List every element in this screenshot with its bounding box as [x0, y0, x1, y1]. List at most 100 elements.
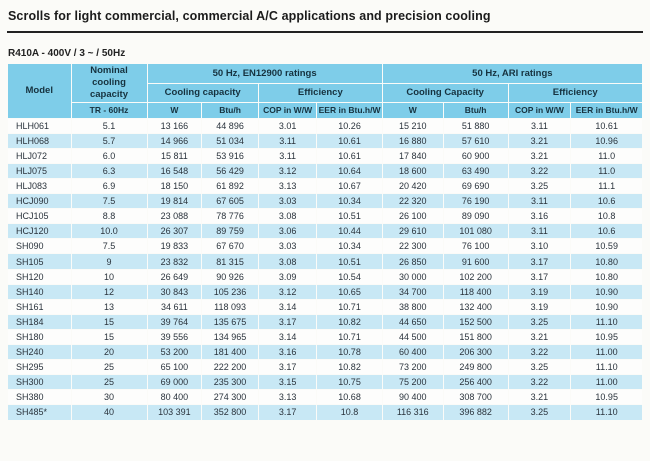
value-cell: 3.17: [508, 269, 571, 284]
value-cell: 10.51: [317, 209, 382, 224]
header-unit-ari-w: W: [382, 102, 443, 118]
value-cell: 3.03: [258, 194, 317, 209]
value-cell: 90 400: [382, 390, 443, 405]
table-row: HLH061 5.1 13 166 44 896 3.01 10.26 15 210 51 8…: [8, 118, 642, 133]
value-cell: 89 759: [202, 224, 258, 239]
header-group-en12900: 50 Hz, EN12900 ratings: [147, 64, 382, 83]
value-cell: 15 811: [147, 148, 202, 163]
value-cell: 69 000: [147, 375, 202, 390]
value-cell: 22 320: [382, 194, 443, 209]
value-cell: 34 611: [147, 299, 202, 314]
value-cell: 116 316: [382, 405, 443, 420]
table-body: HLH061 5.1 13 166 44 896 3.01 10.26 15 210 51 8…: [8, 118, 642, 420]
value-cell: 10.80: [571, 269, 642, 284]
header-row-units: TR - 60Hz W Btu/h COP in W/W EER in Btu.…: [8, 102, 642, 118]
value-cell: 181 400: [202, 345, 258, 360]
value-cell: 5.1: [71, 118, 147, 133]
value-cell: 10: [71, 269, 147, 284]
value-cell: 135 675: [202, 314, 258, 329]
table-row: SH090 7.5 19 833 67 670 3.03 10.34 22 300 76 10…: [8, 239, 642, 254]
value-cell: 34 700: [382, 284, 443, 299]
value-cell: 6.9: [71, 179, 147, 194]
value-cell: 15 210: [382, 118, 443, 133]
value-cell: 6.3: [71, 163, 147, 178]
value-cell: 10.64: [317, 163, 382, 178]
value-cell: 10.96: [571, 133, 642, 148]
header-unit-ari-eer: EER in Btu.h/W: [571, 102, 642, 118]
value-cell: 10.44: [317, 224, 382, 239]
value-cell: 19 814: [147, 194, 202, 209]
document-title: Scrolls for light commercial, commercial…: [7, 7, 643, 33]
value-cell: 3.11: [258, 148, 317, 163]
value-cell: 3.13: [258, 179, 317, 194]
value-cell: 10.82: [317, 314, 382, 329]
value-cell: 67 670: [202, 239, 258, 254]
value-cell: 3.09: [258, 269, 317, 284]
header-en-cooling-capacity: Cooling capacity: [147, 83, 258, 102]
value-cell: 61 892: [202, 179, 258, 194]
table-row: SH120 10 26 649 90 926 3.09 10.54 30 000 102 20…: [8, 269, 642, 284]
value-cell: 10.68: [317, 390, 382, 405]
header-unit-tr-60hz: TR - 60Hz: [71, 102, 147, 118]
value-cell: 3.21: [508, 133, 571, 148]
value-cell: 12: [71, 284, 147, 299]
value-cell: 19 833: [147, 239, 202, 254]
model-cell: SH240: [8, 345, 71, 360]
value-cell: 3.12: [258, 163, 317, 178]
value-cell: 25: [71, 375, 147, 390]
table-row: SH380 30 80 400 274 300 3.13 10.68 90 400 308 7…: [8, 390, 642, 405]
value-cell: 10.54: [317, 269, 382, 284]
value-cell: 13 166: [147, 118, 202, 133]
value-cell: 10.8: [571, 209, 642, 224]
value-cell: 222 200: [202, 360, 258, 375]
value-cell: 10.59: [571, 239, 642, 254]
value-cell: 3.03: [258, 239, 317, 254]
value-cell: 3.16: [508, 209, 571, 224]
value-cell: 10.61: [571, 118, 642, 133]
value-cell: 51 880: [443, 118, 508, 133]
model-cell: SH120: [8, 269, 71, 284]
model-cell: HLJ072: [8, 148, 71, 163]
value-cell: 10.95: [571, 390, 642, 405]
value-cell: 396 882: [443, 405, 508, 420]
value-cell: 78 776: [202, 209, 258, 224]
value-cell: 44 896: [202, 118, 258, 133]
header-row-groups: Model Nominal cooling capacity 50 Hz, EN…: [8, 64, 642, 118]
value-cell: 10.34: [317, 194, 382, 209]
value-cell: 26 100: [382, 209, 443, 224]
value-cell: 3.06: [258, 224, 317, 239]
value-cell: 3.21: [508, 148, 571, 163]
table-row: SH105 9 23 832 81 315 3.08 10.51 26 850 91 600 3…: [8, 254, 642, 269]
document-subtitle: R410A - 400V / 3 ~ / 50Hz: [8, 48, 126, 59]
value-cell: 10.71: [317, 299, 382, 314]
value-cell: 3.25: [508, 314, 571, 329]
value-cell: 51 034: [202, 133, 258, 148]
value-cell: 10.26: [317, 118, 382, 133]
value-cell: 3.11: [508, 118, 571, 133]
value-cell: 81 315: [202, 254, 258, 269]
model-cell: HLJ075: [8, 163, 71, 178]
model-cell: SH295: [8, 360, 71, 375]
value-cell: 352 800: [202, 405, 258, 420]
value-cell: 89 090: [443, 209, 508, 224]
header-unit-en-btuh: Btu/h: [202, 102, 258, 118]
value-cell: 20: [71, 345, 147, 360]
value-cell: 152 500: [443, 314, 508, 329]
table-row: HLJ075 6.3 16 548 56 429 3.12 10.64 18 600 63 4…: [8, 163, 642, 178]
value-cell: 3.22: [508, 163, 571, 178]
header-ari-efficiency: Efficiency: [508, 83, 642, 102]
header-nominal-capacity: Nominal cooling capacity: [71, 64, 147, 102]
model-cell: SH180: [8, 329, 71, 345]
table-row: SH184 15 39 764 135 675 3.17 10.82 44 650 152 5…: [8, 314, 642, 329]
value-cell: 308 700: [443, 390, 508, 405]
header-unit-ari-btuh: Btu/h: [443, 102, 508, 118]
value-cell: 3.08: [258, 254, 317, 269]
value-cell: 73 200: [382, 360, 443, 375]
value-cell: 103 391: [147, 405, 202, 420]
value-cell: 11.10: [571, 314, 642, 329]
value-cell: 90 926: [202, 269, 258, 284]
model-cell: SH184: [8, 314, 71, 329]
value-cell: 26 649: [147, 269, 202, 284]
value-cell: 3.21: [508, 329, 571, 345]
value-cell: 30 000: [382, 269, 443, 284]
